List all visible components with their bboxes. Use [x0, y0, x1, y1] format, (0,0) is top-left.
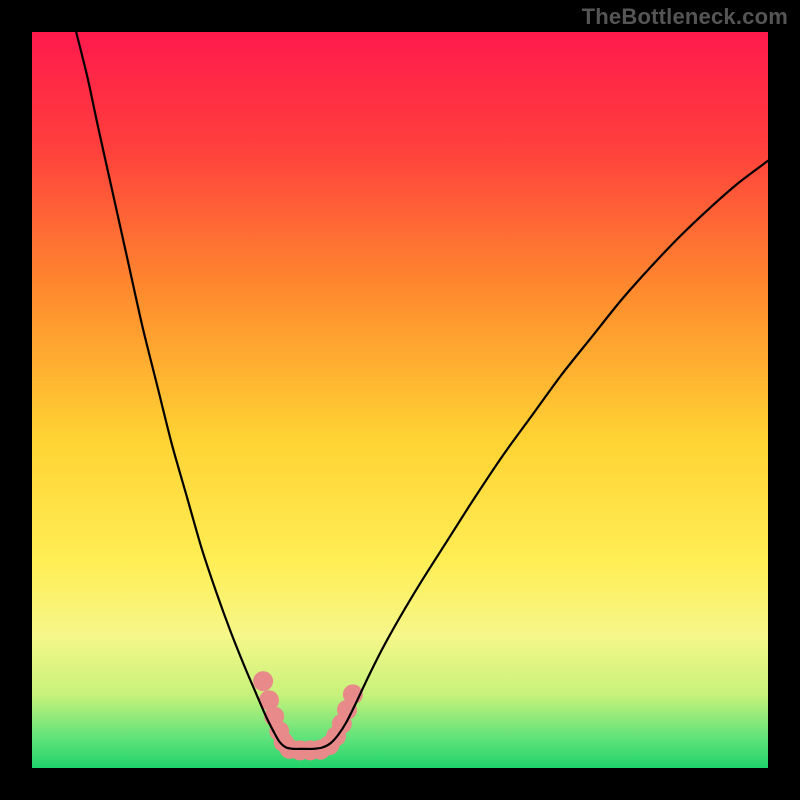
plot-background — [32, 32, 768, 768]
highlight-dot — [253, 671, 273, 691]
chart-root: TheBottleneck.com — [0, 0, 800, 800]
watermark-label: TheBottleneck.com — [582, 4, 788, 30]
bottleneck-curve-chart — [0, 0, 800, 800]
